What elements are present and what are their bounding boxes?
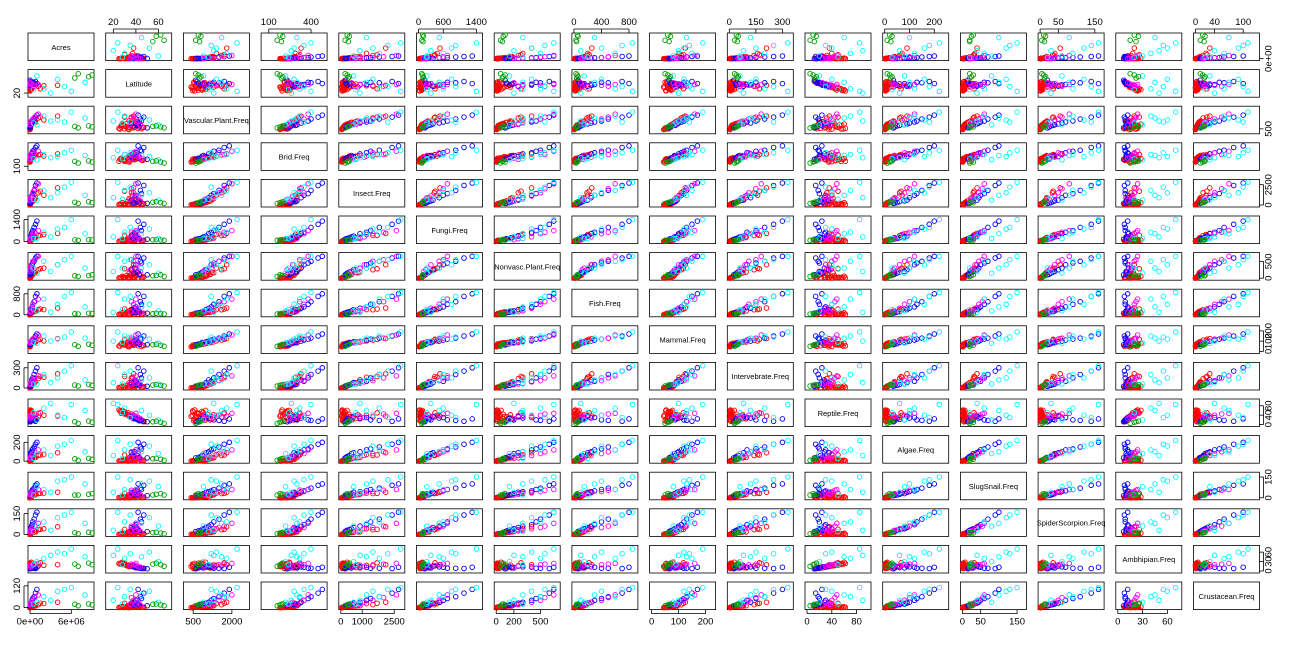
variable-label: Vascular.Plant.Freq <box>184 116 249 125</box>
panel-r7-c8 <box>650 289 716 317</box>
variable-label: Acres <box>51 43 70 52</box>
variable-label: Fungi.Freq <box>431 226 467 235</box>
variable-label: Algae.Freq <box>897 445 934 454</box>
panel-r11-c8 <box>650 436 716 464</box>
variable-label: Brid.Freq <box>279 153 310 162</box>
panel-r8-c9 <box>727 326 793 354</box>
variable-label: Latitude <box>125 79 152 88</box>
variable-label: Reptile.Freq <box>818 409 859 418</box>
variable-label: Nonvasc.Plant.Freq <box>494 262 560 271</box>
variable-label: Intervebrate.Freq <box>732 372 790 381</box>
variable-label: Mammal.Freq <box>659 336 705 345</box>
panel-r8-c4 <box>339 326 405 354</box>
data-point <box>42 193 47 198</box>
variable-label: Crustacean.Freq <box>1199 592 1255 601</box>
variable-label: SlugSnail.Freq <box>969 482 1018 491</box>
panel-r8-c6 <box>494 326 560 354</box>
variable-label: Ambhipian.Freq <box>1122 555 1175 564</box>
variable-label: SpiderScorpion.Freq <box>1037 519 1106 528</box>
variable-label: Fish.Freq <box>589 299 621 308</box>
variable-label: Insect.Freq <box>353 189 391 198</box>
data-point <box>364 51 369 56</box>
panel-r5-c0 <box>28 216 94 244</box>
